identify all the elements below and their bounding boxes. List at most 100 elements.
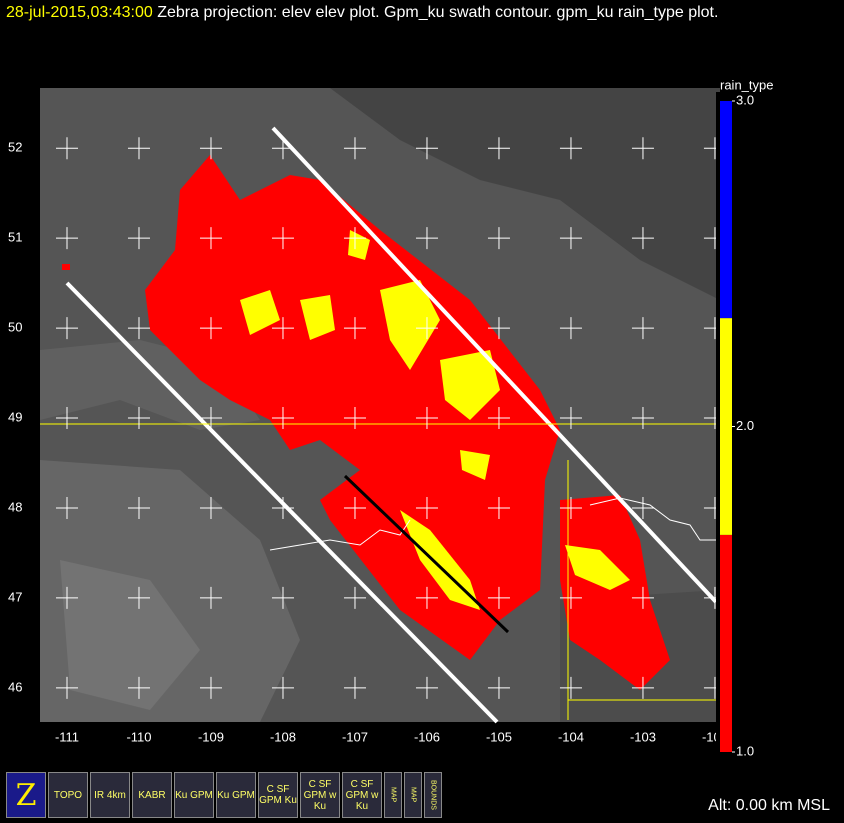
- toolbar-icon[interactable]: C SF GPM w Ku: [300, 772, 340, 818]
- toolbar-icon[interactable]: IR 4km: [90, 772, 130, 818]
- y-tick-label: 46: [8, 679, 22, 694]
- grid-cross: [559, 137, 582, 160]
- y-tick-label: 49: [8, 409, 22, 424]
- grid-cross: [343, 317, 366, 340]
- colorbar-segment: [720, 534, 732, 752]
- grid-cross: [343, 407, 366, 430]
- toolbar-icon[interactable]: Z: [6, 772, 46, 818]
- grid-cross: [199, 227, 222, 250]
- grid-cross: [631, 227, 654, 250]
- overlays: [40, 126, 720, 724]
- rain-field: [62, 155, 670, 690]
- swath-edge: [271, 126, 718, 604]
- y-tick-label: 50: [8, 320, 22, 335]
- grid-cross: [631, 407, 654, 430]
- river: [269, 519, 411, 551]
- grid-cross: [415, 227, 438, 250]
- grid-cross: [559, 586, 582, 609]
- grid-cross: [199, 407, 222, 430]
- grid-cross: [343, 676, 366, 699]
- toolbar-icon[interactable]: MAP: [384, 772, 402, 818]
- grid-cross: [631, 676, 654, 699]
- grid-cross: [127, 586, 150, 609]
- toolbar-icon[interactable]: BOUNDS: [424, 772, 442, 818]
- toolbar: Z TOPO IR 4km KABR Ku GPM Ku GPM C SF GPM Ku C …: [6, 772, 442, 820]
- terrain: [40, 88, 720, 722]
- grid-cross: [487, 407, 510, 430]
- x-tick-label: -106: [414, 729, 440, 744]
- x-tick-label: -104: [558, 729, 584, 744]
- grid-cross: [271, 407, 294, 430]
- map-view: -111 -110 -109 -108 -107 -106 -105 -104 -103 -102…: [8, 77, 844, 770]
- grid-cross: [55, 137, 78, 160]
- grid-cross: [343, 496, 366, 519]
- grid-cross: [127, 137, 150, 160]
- grid-cross: [487, 676, 510, 699]
- toolbar-icon[interactable]: Ku GPM: [174, 772, 214, 818]
- grid-cross: [199, 496, 222, 519]
- grid-cross: [343, 227, 366, 250]
- grid-cross: [127, 676, 150, 699]
- colorbar-tick-label: 2.0: [736, 418, 754, 433]
- grid-cross: [631, 137, 654, 160]
- toolbar-icon[interactable]: C SF GPM Ku: [258, 772, 298, 818]
- grid-cross: [271, 317, 294, 340]
- grid-cross: [487, 137, 510, 160]
- toolbar-icon[interactable]: TOPO: [48, 772, 88, 818]
- toolbar-icon[interactable]: KABR: [132, 772, 172, 818]
- grid-cross: [199, 317, 222, 340]
- grid-cross: [487, 317, 510, 340]
- grid-cross: [415, 676, 438, 699]
- grid-cross: [487, 496, 510, 519]
- grid-cross: [127, 227, 150, 250]
- altitude: Alt: 0.00 km MSL: [708, 797, 830, 814]
- grid-cross: [55, 676, 78, 699]
- grid-cross: [199, 586, 222, 609]
- grid-cross: [271, 227, 294, 250]
- grid-cross: [631, 317, 654, 340]
- grid-cross: [271, 676, 294, 699]
- colorbar-segment: [720, 318, 732, 535]
- grid-cross: [271, 496, 294, 519]
- grid-cross: [199, 137, 222, 160]
- grid-cross: [55, 227, 78, 250]
- grid-cross: [199, 676, 222, 699]
- grid-cross: [559, 227, 582, 250]
- swath-edge: [65, 281, 499, 724]
- grid-cross: [415, 407, 438, 430]
- colorbar-bg: [716, 92, 844, 770]
- toolbar-icon[interactable]: MAP: [404, 772, 422, 818]
- grid-cross: [55, 496, 78, 519]
- grid-cross: [271, 586, 294, 609]
- y-tick-label: 51: [8, 230, 22, 245]
- x-tick-label: -108: [270, 729, 296, 744]
- colorbar-label: rain_type: [720, 77, 773, 92]
- grid-cross: [415, 317, 438, 340]
- grid-cross: [55, 586, 78, 609]
- grid-cross: [631, 496, 654, 519]
- grid-cross: [415, 137, 438, 160]
- toolbar-icon[interactable]: Ku GPM: [216, 772, 256, 818]
- colorbar-tick-label: 3.0: [736, 92, 754, 107]
- grid-cross: [127, 407, 150, 430]
- grid-cross: [559, 317, 582, 340]
- grid-cross: [343, 137, 366, 160]
- x-tick-label: -107: [342, 729, 368, 744]
- grid-cross: [559, 496, 582, 519]
- grid-cross: [559, 676, 582, 699]
- x-tick-label: -110: [126, 729, 151, 744]
- y-tick-label: 52: [8, 140, 22, 155]
- y-tick-label: 47: [8, 589, 22, 604]
- grid-cross: [487, 586, 510, 609]
- grid-cross: [559, 407, 582, 430]
- grid-cross: [55, 317, 78, 340]
- x-tick-label: -103: [630, 729, 656, 744]
- title-bar: 28-jul-2015,03:43:00 Zebra projection: e…: [6, 3, 838, 23]
- toolbar-icon[interactable]: C SF GPM w Ku: [342, 772, 382, 818]
- colorbar-segment: [720, 101, 732, 319]
- grid-cross: [271, 137, 294, 160]
- colorbar-tick-label: 1.0: [736, 743, 754, 758]
- grid-cross: [631, 586, 654, 609]
- grid-cross: [415, 586, 438, 609]
